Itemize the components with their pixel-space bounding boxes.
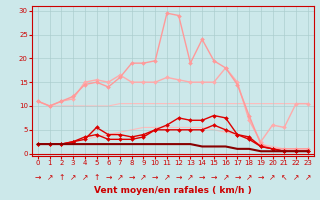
Text: →: → — [175, 173, 182, 182]
Text: ↑: ↑ — [58, 173, 65, 182]
Text: →: → — [129, 173, 135, 182]
Text: ↗: ↗ — [164, 173, 170, 182]
Text: ↗: ↗ — [269, 173, 276, 182]
Text: →: → — [234, 173, 241, 182]
Text: ↗: ↗ — [246, 173, 252, 182]
Text: →: → — [258, 173, 264, 182]
Text: ↗: ↗ — [222, 173, 229, 182]
X-axis label: Vent moyen/en rafales ( km/h ): Vent moyen/en rafales ( km/h ) — [94, 186, 252, 195]
Text: ↗: ↗ — [46, 173, 53, 182]
Text: →: → — [211, 173, 217, 182]
Text: →: → — [105, 173, 111, 182]
Text: ↖: ↖ — [281, 173, 287, 182]
Text: ↑: ↑ — [93, 173, 100, 182]
Text: →: → — [35, 173, 41, 182]
Text: ↗: ↗ — [140, 173, 147, 182]
Text: ↗: ↗ — [187, 173, 194, 182]
Text: ↗: ↗ — [305, 173, 311, 182]
Text: ↗: ↗ — [70, 173, 76, 182]
Text: ↗: ↗ — [293, 173, 299, 182]
Text: →: → — [152, 173, 158, 182]
Text: →: → — [199, 173, 205, 182]
Text: ↗: ↗ — [117, 173, 123, 182]
Text: ↗: ↗ — [82, 173, 88, 182]
